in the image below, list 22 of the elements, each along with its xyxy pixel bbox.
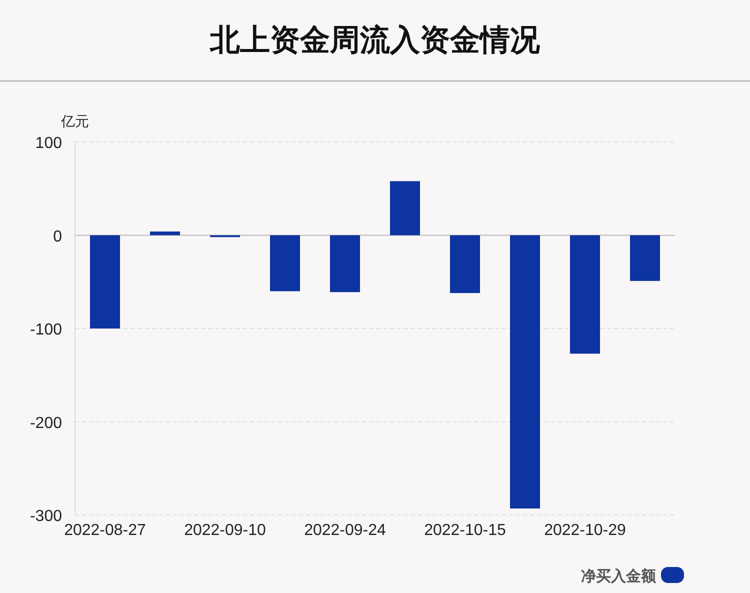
x-tick-label: 2022-09-24 [304, 522, 386, 539]
bar [90, 235, 120, 328]
bar [450, 235, 480, 294]
bar [390, 181, 420, 236]
y-tick-label: 0 [53, 228, 62, 246]
bar [570, 235, 600, 354]
y-tick-label: 100 [35, 135, 62, 152]
y-tick-label: -100 [30, 322, 62, 338]
bar [270, 235, 300, 292]
bar [510, 235, 540, 508]
y-tick-label: -300 [30, 508, 62, 525]
y-tick-label: -200 [30, 414, 62, 432]
chart-title: 北上资金周流入资金情况 [209, 23, 541, 57]
x-tick-label: 2022-09-10 [184, 522, 266, 539]
bar [330, 235, 360, 292]
legend-label: 净买入金额 [581, 567, 657, 585]
bar [150, 232, 180, 236]
x-tick-label: 2022-10-29 [544, 522, 626, 539]
bar [630, 235, 660, 281]
x-tick-label: 2022-10-15 [424, 522, 506, 539]
x-tick-label: 2022-08-27 [64, 522, 146, 539]
y-axis-title: 亿元 [60, 113, 89, 129]
